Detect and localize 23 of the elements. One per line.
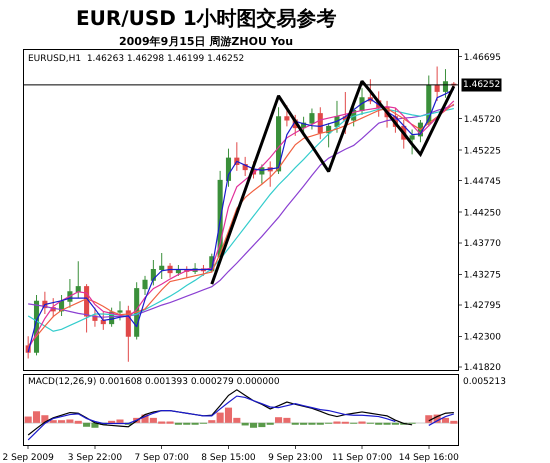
y-tick-label: 1.43770 [464,238,502,249]
y-tick-label: 1.43275 [464,270,502,280]
y-tick-label: 1.45225 [464,146,502,156]
x-tick-label: 8 Sep 15:00 [201,452,256,463]
y-tick-label: 1.46695 [464,52,502,63]
x-tick-label: 2 Sep 2009 [2,452,54,463]
chart-subtitle: 2009年9月15日 周游ZHOU You [119,35,294,48]
y-tick-label: 1.45720 [464,114,502,125]
y-tick-label: 1.42300 [464,332,502,342]
x-tick-label: 9 Sep 23:00 [268,452,323,463]
x-tick-label: 7 Sep 07:00 [134,452,190,463]
text: MACD(12,26,9) 0.001608 0.001393 0.000279 0.000000 [28,377,280,387]
x-tick-label: 14 Sep 16:00 [398,452,460,463]
ref-line-label: 1.46252 [463,80,500,90]
y-tick-label: 1.41820 [464,362,502,373]
annotation: EURUSD,H1 1.46263 1.46298 1.46199 1.46252 [28,54,244,64]
text: 0.005213 [463,377,506,387]
x-tick-label: 3 Sep 22:00 [68,452,122,463]
x-tick-label: 11 Sep 07:00 [332,452,392,463]
y-tick-label: 1.44250 [464,208,502,218]
chart-title: EUR/USD 1小时图交易参考 [76,6,337,30]
y-tick-label: 1.44745 [464,176,502,187]
y-tick-label: 1.42795 [464,300,502,311]
